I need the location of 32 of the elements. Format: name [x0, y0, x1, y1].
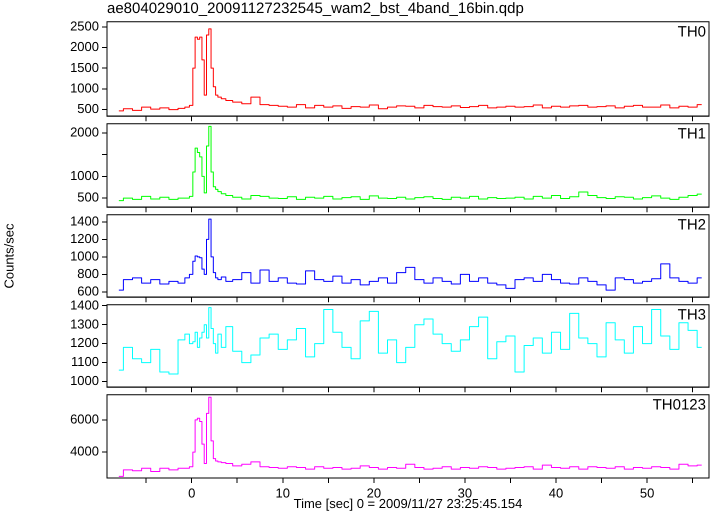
- y-tick-label: 600: [77, 284, 99, 299]
- annotation: TH0: [678, 23, 706, 40]
- y-tick-label: 2000: [70, 39, 99, 54]
- y-tick-label: 2000: [70, 124, 99, 140]
- y-tick-label: 4000: [70, 444, 99, 459]
- y-tick-label: 1000: [70, 80, 99, 96]
- y-tick-label: 1000: [70, 168, 99, 183]
- y-tick-label: 500: [77, 101, 99, 116]
- x-tick-label: 10: [276, 485, 290, 500]
- y-tick-label: 1400: [70, 213, 99, 228]
- annotation: TH3: [678, 306, 706, 324]
- y-tick-label: 1300: [70, 316, 99, 332]
- y-tick-label: 1200: [70, 335, 99, 350]
- annotation: TH0123: [652, 396, 706, 414]
- y-tick-label: 1200: [70, 230, 99, 246]
- chart-title: ae804029010_20091127232545_wam2_bst_4band_16bin.qdp: [107, 0, 524, 18]
- x-tick-label: 40: [548, 485, 564, 500]
- y-tick-label: 500: [77, 190, 99, 205]
- y-tick-label: 800: [77, 266, 99, 281]
- y-tick-label: 1400: [70, 297, 99, 312]
- y-tick-label: 1000: [70, 248, 99, 264]
- y-tick-label: 1100: [71, 354, 99, 370]
- annotation: TH1: [678, 125, 706, 142]
- y-tick-label: 6000: [70, 411, 99, 426]
- x-tick-label: 20: [366, 485, 382, 500]
- y-tick-label: 1500: [70, 60, 99, 75]
- y-tick-label: 2500: [70, 18, 99, 34]
- annotation: TH2: [678, 216, 706, 234]
- x-tick-label: 0: [188, 485, 196, 500]
- y-tick-label: 1000: [70, 373, 99, 388]
- x-tick-label: 50: [640, 485, 654, 500]
- y-axis-title: Counts/sec: [1, 222, 16, 289]
